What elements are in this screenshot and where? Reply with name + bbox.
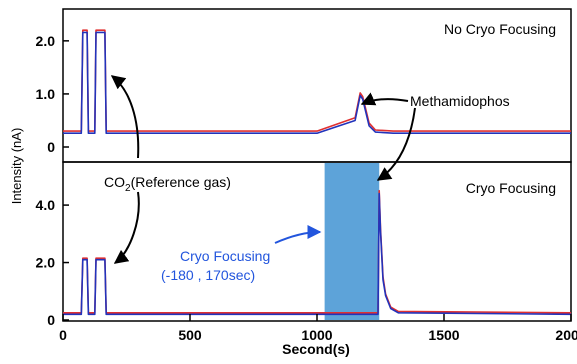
x-tick-label: 500: [178, 327, 202, 343]
methamidophos-label: Methamidophos: [410, 93, 510, 109]
x-tick-label: 1500: [428, 327, 459, 343]
x-tick-label: 1000: [301, 327, 332, 343]
cryo-focusing-note: Cryo Focusing: [180, 248, 270, 264]
bottom-panel-label: Cryo Focusing: [466, 180, 556, 196]
series-line: [63, 31, 571, 134]
y-tick-label: 0: [47, 312, 55, 328]
y-tick-label: 4.0: [36, 197, 56, 213]
y-tick-label: 0: [47, 139, 55, 155]
bottom-panel: 0 2.0 4.0: [36, 163, 572, 328]
co2-label-sub: 2: [125, 183, 131, 194]
co2-label-main: CO: [104, 174, 125, 190]
series-line: [63, 29, 571, 132]
methamidophos-arrow: [360, 92, 409, 106]
x-axis-label: Second(s): [282, 341, 350, 357]
methamidophos-arrow-2: [376, 107, 416, 181]
y-axis-label: Intensity (nA): [9, 128, 24, 205]
x-tick-label: 0: [59, 327, 67, 343]
y-tick-label: 1.0: [36, 86, 56, 102]
co2-arrow-bottom: [113, 191, 140, 264]
co2-label: CO2(Reference gas): [104, 174, 231, 194]
y-tick-label: 2.0: [36, 33, 56, 49]
cryo-focusing-range-note: (-180 , 170sec): [161, 267, 255, 283]
co2-arrow-top: [110, 75, 140, 159]
x-axis: 0 500 1000 1500 2000: [59, 314, 577, 343]
co2-label-suffix: (Reference gas): [131, 174, 231, 190]
top-panel-label: No Cryo Focusing: [444, 21, 556, 37]
cryo-focusing-arrow: [274, 225, 322, 244]
series-line: [63, 192, 572, 316]
x-tick-label: 2000: [555, 327, 577, 343]
y-tick-label: 2.0: [36, 255, 56, 271]
top-panel: 0 1.0 2.0: [36, 29, 571, 155]
cryo-focusing-band: [324, 163, 380, 320]
